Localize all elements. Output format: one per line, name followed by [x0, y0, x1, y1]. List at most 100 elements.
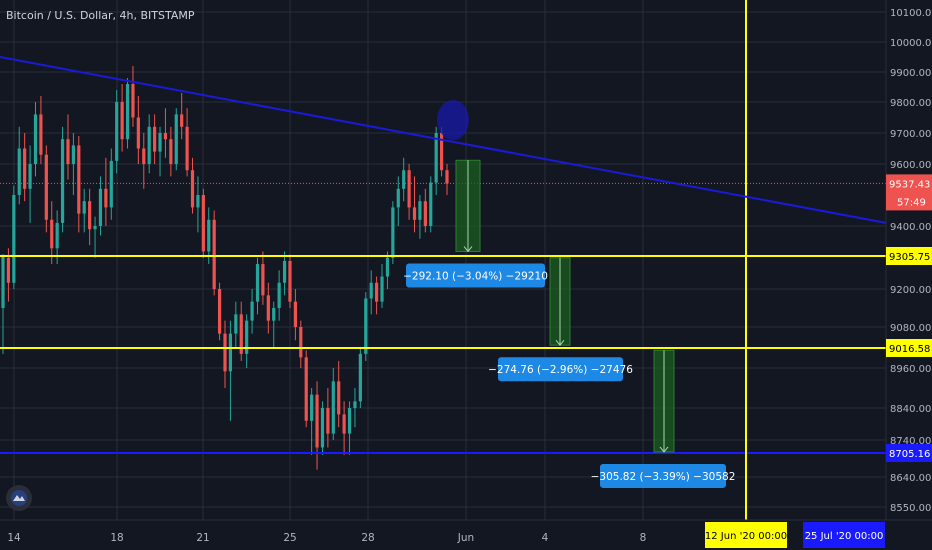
current-price-tag-bg: [886, 174, 932, 211]
candle-body: [412, 207, 417, 220]
candle: [277, 270, 281, 321]
candle-body: [331, 381, 335, 434]
candle: [136, 96, 140, 164]
time-tag-text: 12 Jun '20 00:00: [705, 531, 787, 542]
trendline[interactable]: [0, 56, 887, 224]
y-axis-ticks: 10100.00 10000.00 9900.00 9800.00 9700.00 960…: [890, 8, 932, 514]
candle-body: [28, 164, 32, 189]
candle-body: [174, 114, 178, 164]
candle: [44, 145, 48, 233]
candle-body: [44, 154, 48, 220]
countdown-timer: 57:49: [897, 197, 926, 208]
candle-body: [439, 133, 444, 171]
candle: [331, 368, 335, 440]
candle-body: [342, 414, 346, 434]
candle-body: [1, 254, 5, 308]
x-axis-ticks: 14 18 21 25 28 Jun 4 8: [7, 532, 646, 544]
measure-label: −305.82 (−3.39%) −30582: [591, 471, 736, 483]
candle-body: [418, 201, 422, 220]
measure-label: −292.10 (−3.04%) −29210: [403, 270, 548, 282]
candle-body: [109, 160, 113, 208]
candle: [93, 216, 97, 258]
candle-body: [104, 188, 108, 208]
x-tick-label: 14: [7, 532, 21, 544]
candle-body: [347, 408, 352, 434]
y-tick-label: 9400.00: [890, 222, 931, 233]
horizontal-levels[interactable]: [0, 0, 886, 520]
candle: [239, 301, 243, 361]
candle: [234, 301, 238, 347]
candle-body: [277, 282, 281, 308]
candle: [39, 96, 43, 164]
candle: [358, 346, 362, 408]
tradingview-logo[interactable]: [6, 485, 32, 511]
candle-body: [445, 170, 449, 184]
candle-body: [353, 401, 357, 408]
markers: [437, 100, 469, 140]
candle-body: [88, 201, 92, 230]
price-level-tag: 9305.75: [886, 247, 932, 265]
candle-body: [163, 133, 168, 140]
candle-body: [396, 188, 400, 208]
candle: [255, 257, 260, 315]
trendline-group[interactable]: [0, 56, 887, 224]
measure-tool[interactable]: −305.82 (−3.39%) −30582: [591, 349, 736, 488]
y-tick-label: 9700.00: [890, 129, 931, 140]
candle: [158, 126, 162, 177]
y-tick-label: 9800.00: [890, 98, 931, 109]
candle: [407, 164, 411, 220]
measurements[interactable]: −292.10 (−3.04%) −29210 −274.76 (−2.96%) …: [403, 159, 736, 488]
candle: [266, 282, 270, 334]
candle: [77, 136, 81, 233]
candle: [142, 133, 146, 189]
candle-body: [6, 257, 11, 283]
candle: [228, 320, 233, 421]
candle-body: [136, 117, 140, 149]
candle: [23, 133, 27, 202]
candle: [153, 114, 157, 164]
candle: [180, 93, 184, 140]
x-tick-label: 8: [640, 532, 647, 544]
candle: [169, 126, 173, 177]
candle-body: [434, 133, 438, 183]
candle-body: [50, 219, 54, 249]
y-tick-label: 8550.00: [890, 503, 931, 514]
candle-body: [245, 320, 249, 354]
measure-tool[interactable]: −274.76 (−2.96%) −27476: [488, 257, 633, 382]
candle-body: [293, 301, 297, 327]
candle: [418, 195, 422, 239]
candle: [429, 176, 433, 233]
measure-tool[interactable]: −292.10 (−3.04%) −29210: [403, 159, 548, 288]
candle-body: [158, 133, 162, 152]
candle: [396, 176, 400, 226]
x-tick-label: 18: [110, 532, 123, 544]
candle-body: [282, 260, 287, 283]
candle-body: [423, 201, 427, 226]
candle-body: [385, 257, 390, 277]
candle-body: [375, 282, 379, 302]
candle: [347, 401, 352, 455]
candle-body: [272, 308, 276, 321]
candle-body: [23, 148, 27, 189]
candle-body: [320, 408, 325, 448]
candle: [304, 350, 308, 428]
time-tag-vertical-line: 12 Jun '20 00:00: [705, 522, 787, 548]
candle: [66, 114, 70, 180]
time-tag-bg: [705, 522, 787, 548]
price-level-tag-text: 9016.58: [889, 344, 930, 355]
candle: [337, 360, 341, 428]
candle-body: [39, 114, 43, 155]
candle-body: [55, 222, 59, 249]
price-level-tag-bg: [886, 247, 932, 265]
candle: [245, 314, 249, 368]
candle: [369, 270, 373, 315]
time-tag-bg: [803, 522, 885, 548]
candle: [1, 254, 5, 354]
candle-body: [402, 170, 406, 189]
candle: [402, 157, 406, 202]
candle: [12, 185, 16, 289]
candle: [326, 388, 330, 448]
y-tick-label: 9200.00: [890, 285, 931, 296]
candle-body: [288, 260, 292, 302]
